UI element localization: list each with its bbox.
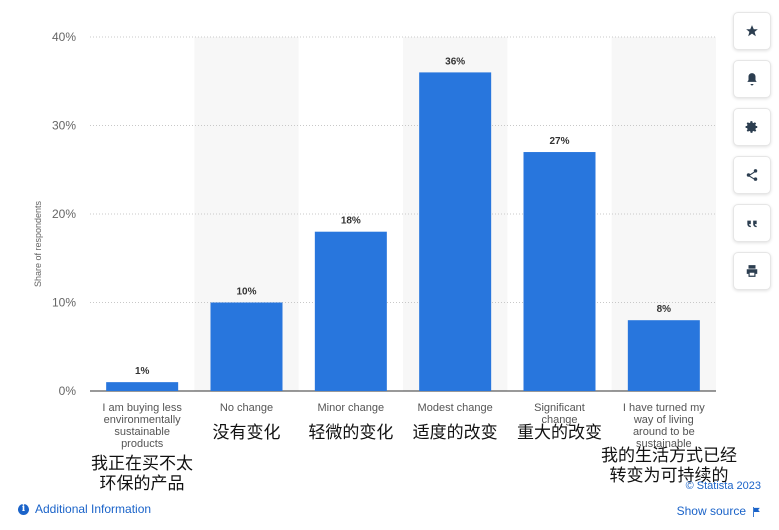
data-label: 18% xyxy=(341,216,361,227)
chinese-category-label: 轻微的变化 xyxy=(308,423,393,442)
bell-icon xyxy=(747,73,757,86)
share-button[interactable] xyxy=(733,156,771,194)
x-category-label: environmentally xyxy=(104,414,182,426)
x-category-label: I am buying less xyxy=(102,402,182,414)
chinese-category-label: 转变为可持续的 xyxy=(610,466,729,485)
print-button[interactable] xyxy=(733,252,771,290)
bar xyxy=(314,231,387,391)
data-label: 1% xyxy=(135,366,150,377)
y-tick-label: 30% xyxy=(52,119,76,133)
favorite-button[interactable] xyxy=(733,12,771,50)
data-label: 8% xyxy=(657,304,672,315)
data-label: 27% xyxy=(549,136,569,147)
flag-icon xyxy=(752,506,761,517)
y-tick-label: 20% xyxy=(52,207,76,221)
additional-information-link[interactable]: i Additional Information xyxy=(18,502,151,516)
show-source-link[interactable]: Show source xyxy=(677,504,761,518)
chinese-category-label: 我的生活方式已经 xyxy=(601,446,737,465)
x-category-label: change xyxy=(541,414,577,426)
data-label: 10% xyxy=(236,287,256,298)
x-category-label: way of living xyxy=(633,414,694,426)
x-category-label: Modest change xyxy=(418,402,493,414)
x-category-label: around to be xyxy=(633,426,695,438)
chinese-category-label: 没有变化 xyxy=(213,423,281,442)
x-category-label: products xyxy=(121,438,164,450)
x-category-label: No change xyxy=(220,402,273,414)
x-category-label: Minor change xyxy=(318,402,385,414)
chinese-category-label: 重大的改变 xyxy=(517,423,602,442)
side-toolbar xyxy=(733,12,771,300)
copyright-label: © Statista 2023 xyxy=(685,480,761,492)
print-icon xyxy=(746,265,758,277)
chinese-category-label: 适度的改变 xyxy=(413,423,498,442)
show-source-label: Show source xyxy=(676,504,746,518)
y-tick-label: 40% xyxy=(52,30,76,44)
bar xyxy=(106,382,179,391)
quote-icon xyxy=(747,220,757,228)
y-tick-label: 10% xyxy=(52,296,76,310)
x-category-label: sustainable xyxy=(114,426,170,438)
star-icon xyxy=(746,25,758,37)
settings-button[interactable] xyxy=(733,108,771,146)
bar xyxy=(210,302,283,391)
bar xyxy=(627,320,700,391)
additional-information-label: Additional Information xyxy=(35,502,152,516)
x-category-label: I have turned my xyxy=(623,402,705,414)
bar xyxy=(523,152,596,391)
y-axis-title: Share of respondents xyxy=(33,200,43,287)
bar xyxy=(419,72,492,392)
data-label: 36% xyxy=(445,56,465,67)
copyright-link[interactable]: © Statista 2023 xyxy=(686,480,761,492)
chinese-category-label: 环保的产品 xyxy=(100,474,185,493)
cite-button[interactable] xyxy=(733,204,771,242)
y-tick-label: 0% xyxy=(59,384,77,398)
gear-icon xyxy=(745,121,758,133)
x-category-label: Significant xyxy=(534,402,585,414)
info-icon: i xyxy=(18,503,29,515)
share-icon xyxy=(746,169,758,181)
notification-button[interactable] xyxy=(733,60,771,98)
x-category-label: sustainable xyxy=(636,438,692,450)
chinese-category-label: 我正在买不太 xyxy=(91,454,193,473)
